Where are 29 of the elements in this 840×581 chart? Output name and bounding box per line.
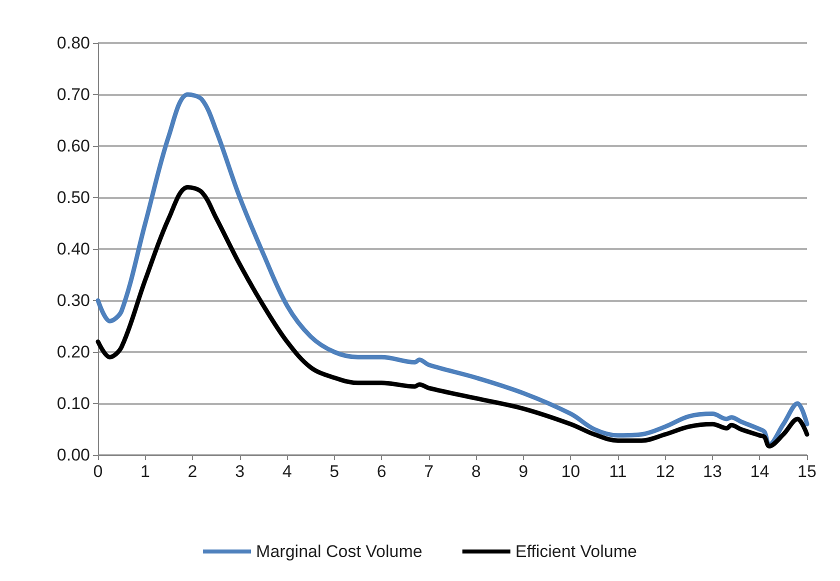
x-tick-label: 7 (424, 462, 434, 481)
y-tick-label: 0.70 (56, 85, 90, 104)
x-tick-label: 12 (656, 462, 675, 481)
x-tick-label: 4 (282, 462, 292, 481)
line-series (96, 184, 810, 448)
x-tick-label: 5 (330, 462, 340, 481)
x-tick-label: 11 (609, 462, 627, 481)
x-tick-label: 13 (703, 462, 722, 481)
y-tick-label: 0.80 (56, 34, 90, 52)
y-tick-label: 0.50 (56, 188, 90, 207)
y-tick-label: 0.10 (56, 394, 90, 413)
y-tick-label: 0.60 (56, 136, 90, 156)
legend-label: Marginal Cost Volume (256, 542, 422, 561)
legend-label: Efficient Volume (515, 542, 637, 561)
x-tick-label: 8 (471, 462, 481, 481)
y-tick-label: 0.20 (56, 342, 90, 362)
y-tick-label: 0.00 (56, 446, 90, 464)
line-series (96, 92, 810, 447)
x-tick-label: 3 (235, 462, 245, 481)
x-tick-label: 14 (750, 462, 770, 481)
x-tick-label: 6 (376, 462, 386, 481)
x-tick-label: 9 (518, 462, 528, 481)
x-tick-label: 2 (188, 462, 198, 481)
y-tick-label: 0.40 (56, 240, 90, 258)
x-tick-label: 15 (798, 462, 816, 481)
x-tick-label: 0 (93, 462, 103, 481)
y-tick-label: 0.30 (56, 291, 90, 310)
x-tick-label: 10 (561, 462, 580, 481)
x-tick-label: 1 (140, 462, 150, 481)
